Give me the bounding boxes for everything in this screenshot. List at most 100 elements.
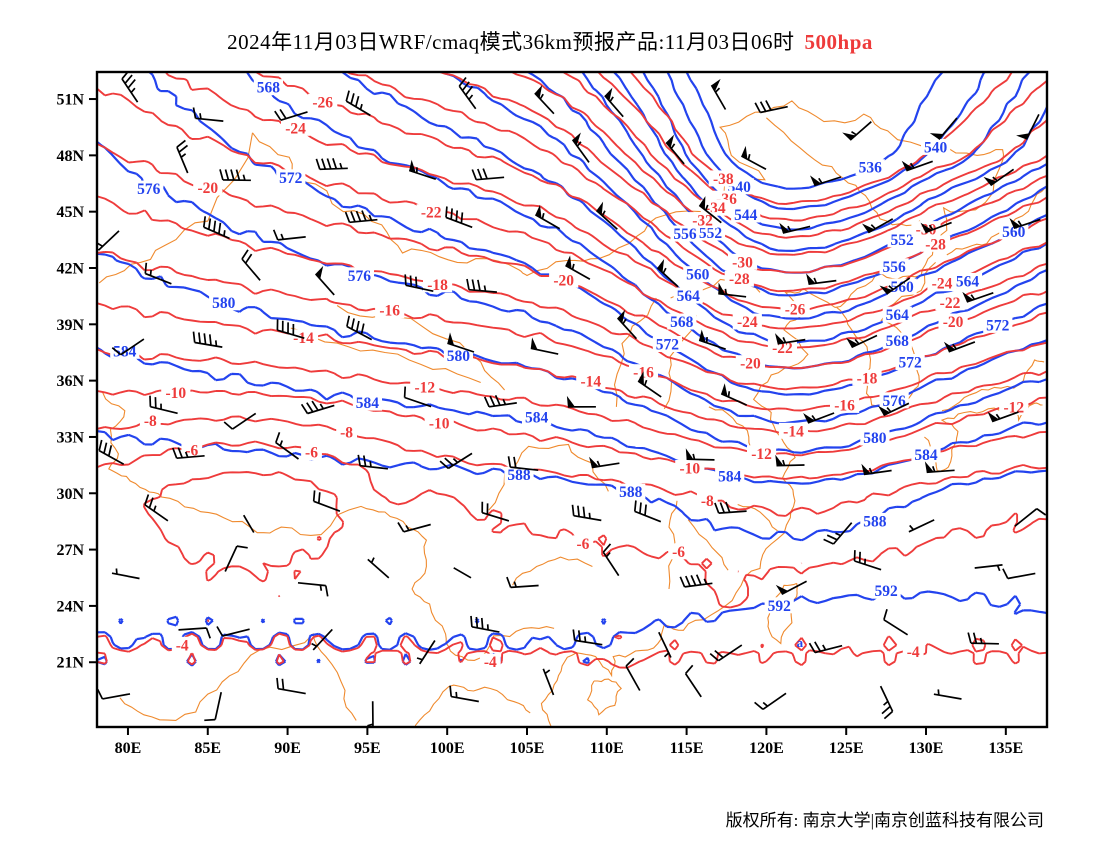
height-contour-label-halo	[882, 306, 912, 323]
wind-barb	[602, 543, 620, 577]
wind-barb	[312, 490, 341, 512]
height-contour-label-halo	[860, 429, 890, 446]
barb-staff	[933, 689, 962, 700]
barb-pennant	[685, 448, 694, 460]
barb-staff	[565, 263, 591, 281]
wind-barb	[192, 331, 223, 348]
height-contour-label-halo	[887, 231, 917, 248]
wind-barb	[633, 500, 662, 523]
height-contour-label: 564	[677, 288, 701, 305]
barb-staff	[808, 277, 837, 286]
height-contour-label: 572	[986, 317, 1010, 334]
temp-contour-label-halo	[688, 212, 718, 229]
barb-staff	[367, 557, 390, 579]
height-contour-label: 540	[924, 139, 948, 156]
barb-staff	[471, 168, 505, 181]
height-contour-label-halo	[344, 267, 374, 284]
wind-barb	[1002, 568, 1036, 580]
barb-staff	[925, 221, 952, 234]
wind-barb	[740, 145, 767, 171]
wind-barb	[345, 90, 371, 117]
wind-barb	[458, 76, 477, 110]
barb-staff	[98, 439, 125, 466]
barb-staff	[1025, 114, 1040, 140]
barb-staff	[507, 456, 539, 472]
temp-contour-label: -12	[414, 379, 435, 396]
x-axis-tick-label: 80E	[115, 740, 142, 757]
barb-staff	[297, 581, 329, 597]
barb-staff	[886, 277, 911, 295]
barb-staff	[176, 139, 189, 174]
wind-barb	[566, 395, 596, 408]
wind-barb	[192, 107, 224, 122]
temp-contour-label: -32	[692, 213, 713, 230]
barb-staff	[367, 701, 374, 727]
height-contour-label: 588	[619, 484, 643, 501]
y-axis-tick-label: 24N	[56, 598, 84, 615]
temp-contour--4	[97, 471, 1047, 669]
wind-barb	[571, 504, 602, 522]
wind-barb	[1014, 508, 1047, 527]
wind-barb	[933, 689, 962, 700]
map-boundary-line	[488, 443, 609, 511]
temp-contour-label-halo	[301, 444, 322, 461]
temp-contour-label: -12	[1003, 400, 1024, 417]
height-contour-label: 584	[718, 468, 742, 485]
wind-barb	[718, 282, 747, 298]
wind-barb	[779, 222, 811, 234]
map-boundary-line	[540, 287, 836, 727]
barb-staff	[408, 167, 437, 181]
barb-staff	[740, 154, 767, 171]
wind-barb	[224, 545, 248, 572]
wind-barb	[589, 456, 620, 469]
wind-barb	[571, 132, 590, 163]
temp-contour-label: -14	[783, 423, 804, 440]
y-axis-tick-label: 51N	[56, 92, 84, 109]
height-contour-label-halo	[860, 512, 890, 529]
wind-barb	[144, 262, 172, 285]
wind-barb	[470, 615, 500, 633]
barb-staff	[974, 564, 1003, 572]
wind-barb	[506, 576, 539, 589]
height-contour-label: 580	[212, 295, 236, 312]
barb-staff	[121, 72, 139, 103]
temp-contour-label: -30	[732, 254, 753, 271]
height-contour-label: 592	[874, 583, 898, 600]
wind-barb	[595, 201, 618, 230]
wind-barb	[572, 629, 603, 646]
y-axis-tick-label: 36N	[56, 373, 84, 390]
temp-contour--34	[562, 72, 1047, 239]
barb-staff	[97, 688, 131, 700]
barb-staff	[571, 139, 590, 163]
barb-pennant	[901, 160, 913, 171]
wind-barb	[404, 274, 434, 293]
barb-staff	[300, 400, 335, 415]
temp-contour-label: -6	[672, 544, 685, 561]
temp-contour-label: -4	[176, 637, 189, 654]
barb-staff	[346, 315, 373, 341]
wind-barb	[149, 395, 178, 415]
barb-staff	[616, 317, 638, 340]
temp-contour-label-halo	[708, 170, 738, 187]
barb-pennant	[987, 411, 999, 422]
barb-staff	[534, 212, 561, 230]
barb-staff	[853, 550, 882, 571]
wind-barb	[710, 78, 727, 110]
y-axis-tick-label: 39N	[56, 317, 84, 334]
height-contour-label-halo	[695, 224, 726, 241]
barb-staff	[274, 108, 308, 122]
barb-pennant	[810, 175, 821, 186]
height-contour-label-halo	[879, 258, 909, 275]
temp-contour--30	[439, 72, 1047, 274]
barb-staff	[879, 685, 894, 720]
barb-staff	[665, 141, 685, 165]
barb-staff	[447, 342, 475, 353]
temp-contour-label-halo	[668, 543, 689, 560]
barb-staff	[202, 216, 230, 240]
map-boundary-line	[101, 391, 555, 661]
wind-barb	[565, 255, 591, 281]
barb-staff	[357, 454, 388, 470]
height-contour-label-halo	[887, 278, 917, 295]
